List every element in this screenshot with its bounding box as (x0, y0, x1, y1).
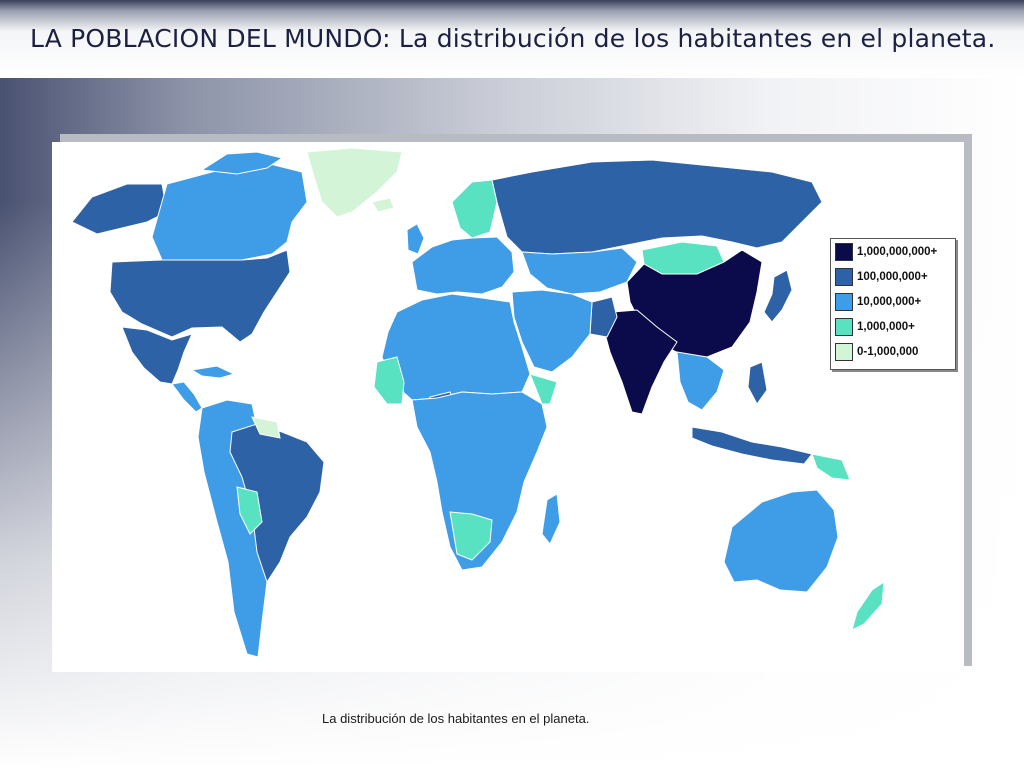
map-legend: 1,000,000,000+ 100,000,000+ 10,000,000+ … (830, 238, 956, 370)
central-asia (521, 247, 638, 295)
legend-swatch (835, 243, 853, 261)
horn-of-africa (529, 373, 558, 405)
canada (151, 161, 308, 261)
alaska (71, 183, 168, 235)
legend-swatch (835, 343, 853, 361)
southeast-asia (676, 351, 725, 411)
usa (109, 249, 291, 343)
greenland (306, 147, 403, 218)
guianas (251, 416, 281, 439)
legend-item: 10,000,000+ (835, 292, 955, 312)
legend-item: 1,000,000+ (835, 317, 955, 337)
iceland (371, 197, 395, 213)
new-zealand (851, 581, 885, 631)
papua (811, 453, 851, 481)
legend-swatch (835, 268, 853, 286)
legend-label: 10,000,000+ (857, 296, 922, 308)
west-africa (373, 356, 405, 405)
legend-label: 0-1,000,000 (857, 346, 919, 358)
title-bar: LA POBLACION DEL MUNDO: La distribución … (0, 0, 1024, 78)
legend-swatch (835, 293, 853, 311)
russia (491, 159, 823, 255)
caribbean (190, 365, 236, 379)
indonesia (691, 426, 813, 465)
bolivia-paraguay (236, 486, 263, 535)
uk (406, 223, 425, 255)
southern-africa (449, 511, 493, 561)
slide-title: LA POBLACION DEL MUNDO: La distribución … (30, 24, 996, 53)
central-africa (411, 391, 548, 571)
scandinavia (451, 179, 498, 239)
legend-label: 100,000,000+ (857, 271, 928, 283)
legend-item: 1,000,000,000+ (835, 242, 955, 262)
australia (723, 489, 839, 593)
world-map: 1,000,000,000+ 100,000,000+ 10,000,000+ … (52, 142, 964, 672)
philippines (747, 361, 768, 405)
arctic-islands (200, 151, 284, 175)
legend-item: 100,000,000+ (835, 267, 955, 287)
slide-caption: La distribución de los habitantes en el … (322, 711, 590, 726)
central-america (171, 381, 203, 413)
world-map-svg (71, 147, 885, 658)
middle-east (511, 289, 593, 373)
mexico (121, 326, 193, 385)
india (603, 309, 678, 415)
europe (411, 236, 515, 295)
madagascar (541, 493, 561, 545)
legend-label: 1,000,000,000+ (857, 246, 938, 258)
japan (763, 269, 793, 323)
legend-item: 0-1,000,000 (835, 342, 955, 362)
legend-swatch (835, 318, 853, 336)
legend-label: 1,000,000+ (857, 321, 915, 333)
